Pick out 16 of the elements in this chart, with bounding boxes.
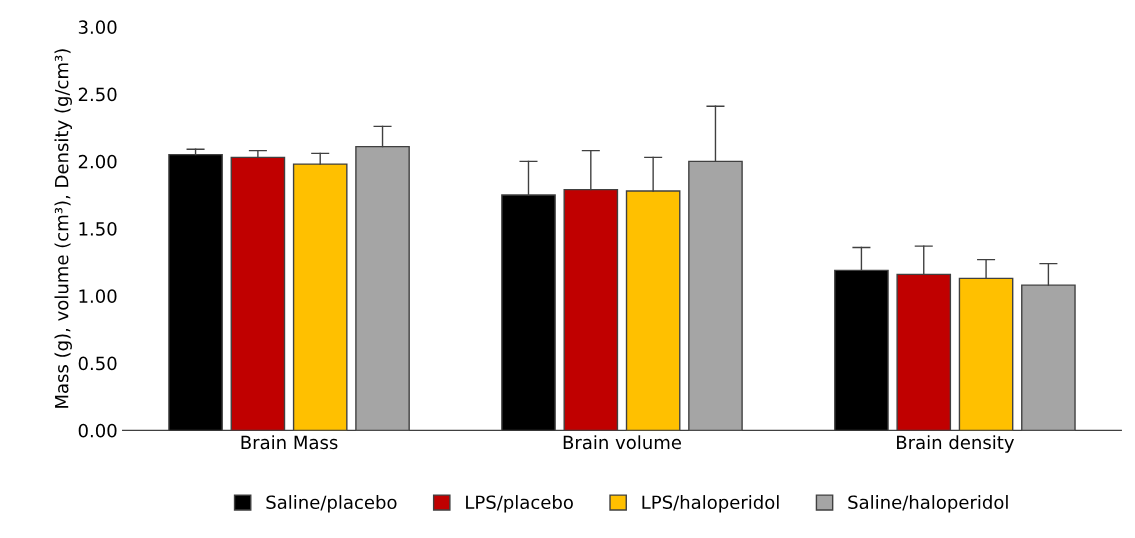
y-tick-label: 2.50 — [78, 87, 117, 102]
y-tick-label: 1.00 — [79, 289, 117, 304]
x-tick-label: Brain density — [897, 435, 1015, 453]
bar — [168, 153, 223, 431]
x-tick-label: Brain volume — [563, 435, 681, 450]
y-tick-label: 0.00 — [78, 423, 117, 438]
y-axis-title: Mass (g), volume (cm³), Density (g/cm³) — [54, 49, 72, 408]
legend-label: Saline/haloperidol — [848, 495, 1008, 513]
legend-label: LPS/haloperidol — [642, 495, 779, 513]
y-tick-label: 1.50 — [79, 222, 117, 236]
y-tick-label: 3.00 — [78, 20, 117, 35]
y-tick-label: 0.50 — [78, 356, 117, 371]
legend-label: Saline/placebo — [266, 495, 397, 513]
y-tick-label: 2.00 — [78, 154, 117, 169]
legend-label: LPS/placebo — [466, 495, 573, 513]
x-tick-label: Brain Mass — [241, 435, 338, 450]
